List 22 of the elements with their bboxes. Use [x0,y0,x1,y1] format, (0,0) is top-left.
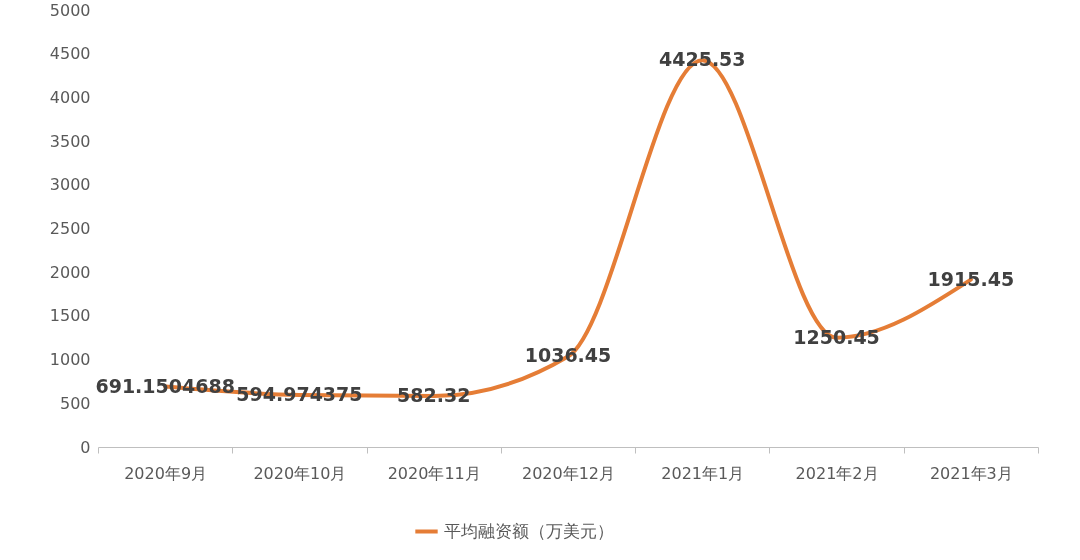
x-tick-label: 2021年3月 [929,463,1013,483]
x-tick-label: 2020年12月 [521,463,616,483]
y-tick-label: 3500 [49,131,91,151]
y-tick-label: 5000 [49,0,91,20]
y-tick-label: 1000 [49,350,91,370]
x-tick-label: 2020年10月 [253,463,347,483]
data-label: 1915.45 [927,267,1015,290]
data-label: 691.1504688 [95,374,235,397]
data-label: 4425.53 [659,48,746,71]
x-tick-label: 2021年2月 [795,463,879,483]
x-tick-label: 2020年11月 [387,463,481,483]
y-tick-label: 500 [59,393,91,413]
legend-label: 平均融资额（万美元） [444,520,614,541]
y-tick-label: 4000 [49,87,91,107]
y-tick-label: 2000 [49,262,91,282]
y-tick-label: 2500 [49,219,91,238]
x-tick-label: 2020年9月 [124,463,208,483]
y-tick-label: 4500 [49,44,91,64]
y-tick-label: 1500 [49,306,91,326]
y-tick-label: 3000 [49,175,91,195]
y-tick-label: 0 [80,437,91,457]
x-tick-label: 2021年1月 [661,463,745,483]
